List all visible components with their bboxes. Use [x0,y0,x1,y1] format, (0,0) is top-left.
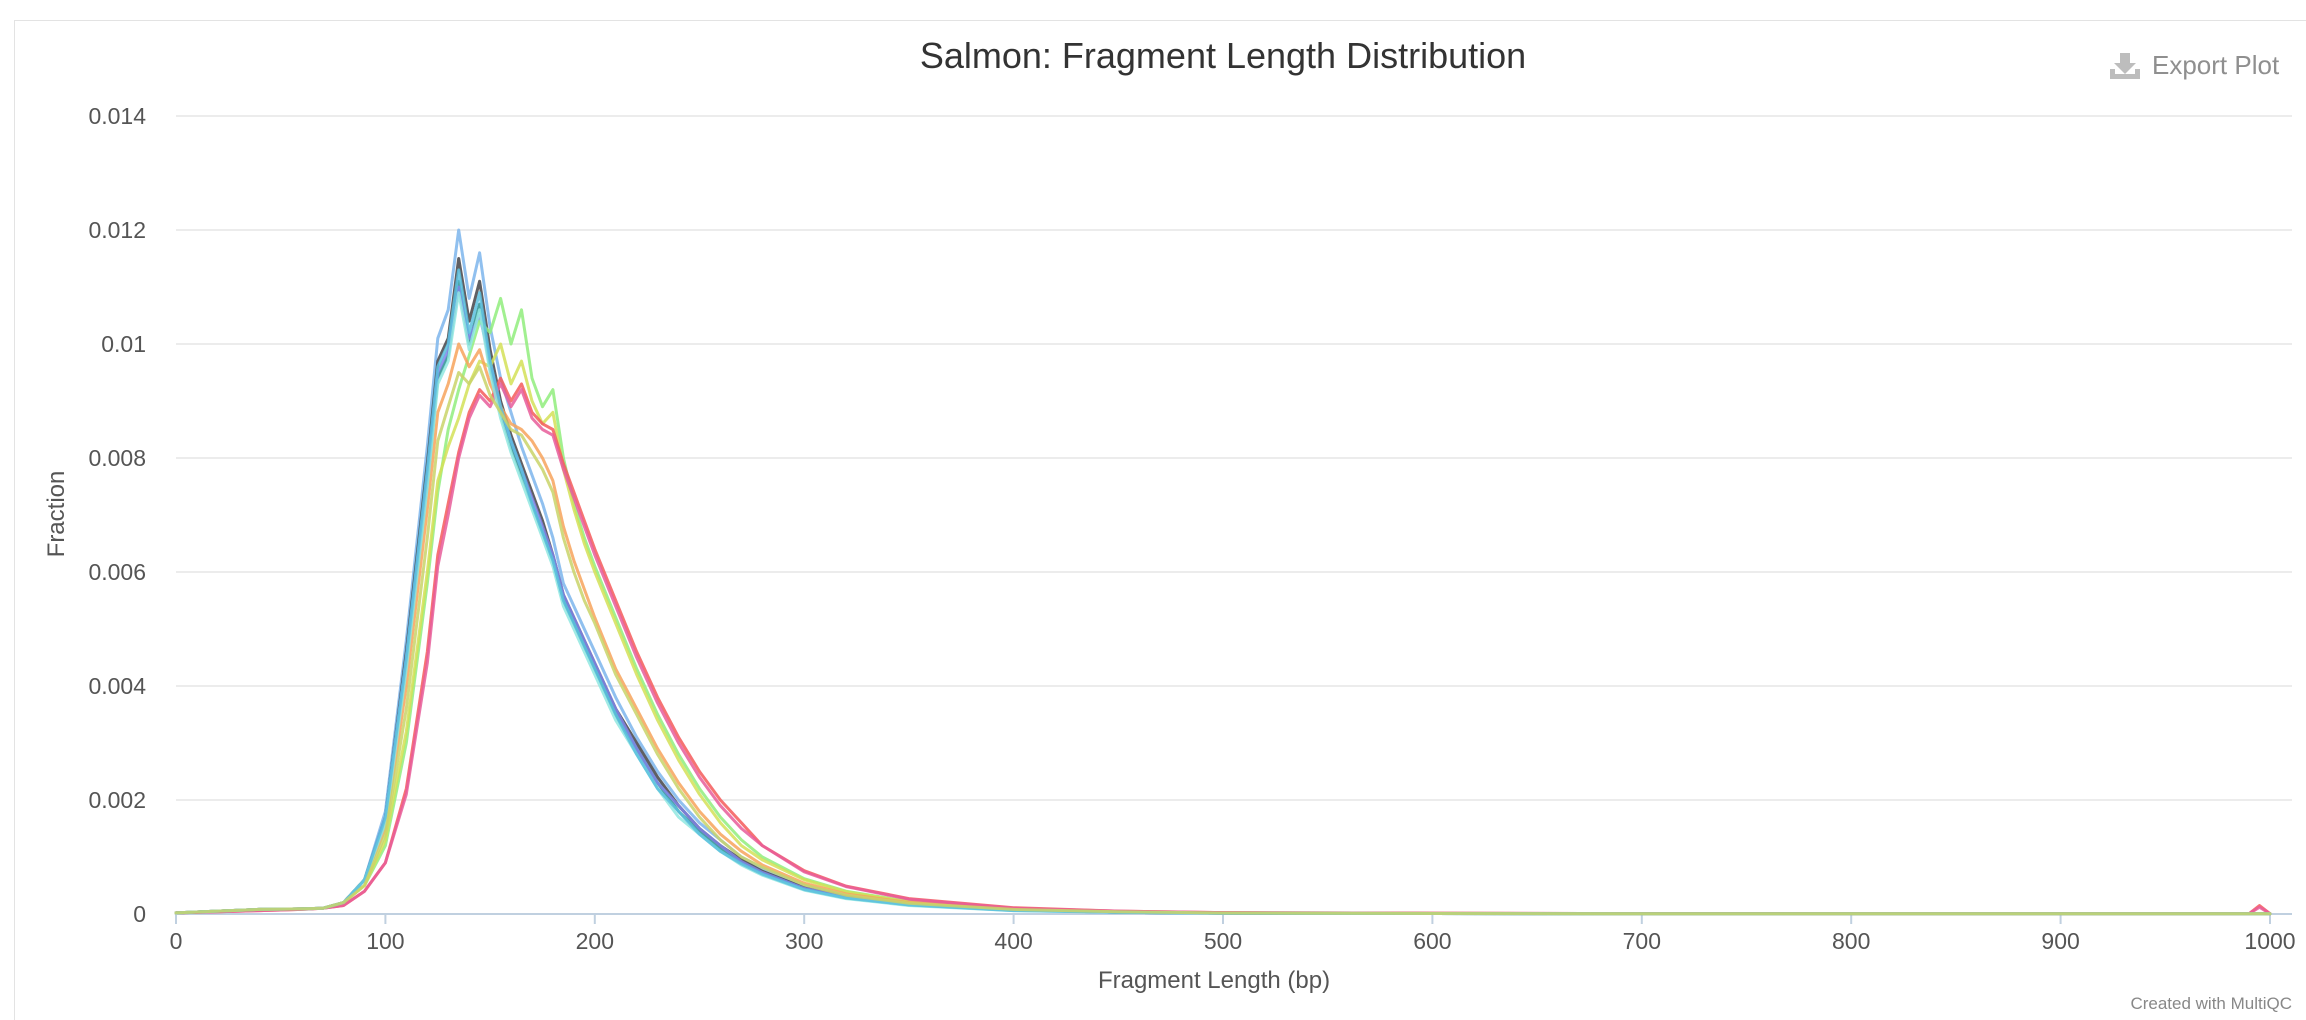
series-line-9 [174,382,2272,916]
y-tick-label: 0.002 [88,787,146,813]
series-line-11 [174,268,2272,916]
series-lines [174,228,2272,916]
x-tick-label: 600 [1413,928,1451,954]
x-tick-label: 400 [994,928,1032,954]
series-line-7 [174,342,2272,916]
y-tick-label: 0.012 [88,217,146,243]
download-icon [2108,51,2142,81]
x-tick-label: 500 [1204,928,1242,954]
x-tick-label: 0 [170,928,183,954]
x-tick-label: 800 [1832,928,1870,954]
y-tick-label: 0 [133,901,146,927]
credit-text: Created with MultiQC [2130,994,2292,1013]
chart-title: Salmon: Fragment Length Distribution [920,35,1526,76]
y-tick-label: 0.008 [88,445,146,471]
x-tick-label: 200 [576,928,614,954]
series-line-12 [174,365,2272,916]
series-line-5 [174,296,2272,916]
y-axis-title: Fraction [43,471,70,558]
x-tick-label: 1000 [2244,928,2295,954]
export-plot-button[interactable]: Export Plot [2108,50,2279,81]
x-axis-title: Fragment Length (bp) [1098,967,1330,994]
x-tick-label: 900 [2041,928,2079,954]
export-plot-label: Export Plot [2152,50,2280,80]
gridlines [176,115,2292,915]
y-tick-label: 0.01 [101,331,146,357]
series-line-6 [174,342,2272,916]
y-tick-label: 0.014 [88,103,146,129]
y-axis-ticks: 0 0.002 0.004 0.006 0.008 0.01 0.012 0.014 [88,103,146,927]
y-tick-label: 0.004 [88,673,146,699]
x-tick-label: 100 [366,928,404,954]
x-tick-label: 300 [785,928,823,954]
x-axis: 0 100 200 300 400 500 600 700 800 900 1000 [170,913,2296,954]
y-tick-label: 0.006 [88,559,146,585]
chart-frame [14,20,2306,1020]
x-tick-label: 700 [1623,928,1661,954]
